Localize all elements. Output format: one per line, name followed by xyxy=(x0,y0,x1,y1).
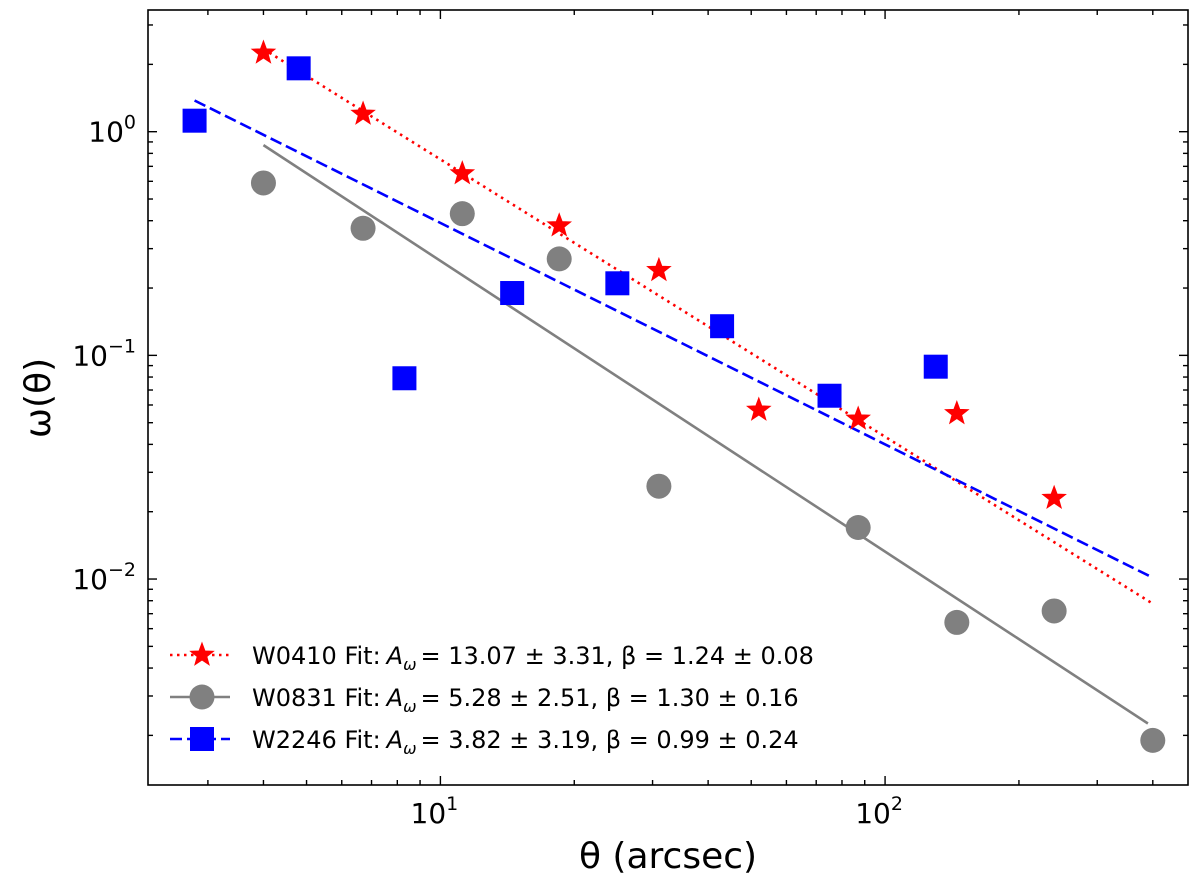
w0410-point xyxy=(746,396,772,421)
w0831-point xyxy=(350,215,376,241)
legend-omega-subscript: ω xyxy=(403,697,416,716)
legend-entry-w0410: W0410 Fit: Aω = 13.07 ± 3.31, β = 1.24 ± 0… xyxy=(252,642,814,674)
w0831-point xyxy=(1041,598,1067,624)
legend-label: W0410 Fit: xyxy=(252,642,381,670)
legend-marker-w0410 xyxy=(189,641,215,666)
w0831-point xyxy=(546,246,572,272)
w0831-points xyxy=(250,170,1166,753)
legend-fit-values: = 5.28 ± 2.51, β = 1.30 ± 0.16 xyxy=(421,684,799,712)
w0410-point xyxy=(845,405,871,430)
w0410-point xyxy=(646,256,672,282)
x-tick-exponent: 2 xyxy=(891,793,903,815)
plot-frame xyxy=(147,9,1189,786)
w0410-fit-line xyxy=(262,47,1154,605)
w0831-point xyxy=(944,609,970,635)
y-tick-exponent: −1 xyxy=(108,335,136,357)
w2246-point xyxy=(392,366,417,391)
legend-omega-subscript: ω xyxy=(403,739,416,758)
w0831-point xyxy=(1140,727,1166,753)
w2246-fit-line xyxy=(193,99,1154,579)
legend: W0410 Fit: Aω = 13.07 ± 3.31, β = 1.24 ± 0… xyxy=(170,641,814,758)
legend-omega-subscript: ω xyxy=(403,655,416,674)
legend-a-symbol: A xyxy=(385,684,403,712)
w0410-point xyxy=(1041,484,1067,510)
w0831-point xyxy=(845,514,871,540)
legend-marker-w0831 xyxy=(189,684,215,710)
w0410-points xyxy=(250,39,1067,510)
w0410-point xyxy=(944,399,970,425)
x-tick-base: 10 xyxy=(855,797,891,830)
legend-marker-w2246 xyxy=(190,727,214,751)
w0831-point xyxy=(449,201,475,227)
x-tick-label: 101 xyxy=(411,793,459,830)
x-tick-label: 102 xyxy=(855,793,903,830)
legend-entry-w2246: W2246 Fit: Aω = 3.82 ± 3.19, β = 0.99 ± 0.… xyxy=(252,726,799,758)
legend-label: W0831 Fit: xyxy=(252,684,381,712)
y-tick-base: 10 xyxy=(72,563,108,596)
plot-layer xyxy=(182,39,1166,753)
w0410-point xyxy=(350,100,376,125)
w2246-point xyxy=(286,56,311,81)
legend-a-symbol: A xyxy=(385,726,403,754)
y-axis-title: ω(θ) xyxy=(18,358,59,438)
w2246-point xyxy=(817,383,842,408)
y-tick-label: 10−2 xyxy=(72,559,136,596)
y-tick-exponent: −2 xyxy=(108,559,136,581)
w0831-point xyxy=(250,170,276,196)
y-tick-label: 100 xyxy=(88,112,136,149)
w2246-point xyxy=(710,314,735,339)
w0410-point xyxy=(546,212,572,237)
legend-fit-values: = 13.07 ± 3.31, β = 1.24 ± 0.08 xyxy=(421,642,814,670)
x-tick-exponent: 1 xyxy=(446,793,458,815)
legend-a-symbol: A xyxy=(385,642,403,670)
y-tick-base: 10 xyxy=(88,116,124,149)
legend-entry-w0831: W0831 Fit: Aω = 5.28 ± 2.51, β = 1.30 ± 0.… xyxy=(252,684,799,716)
w2246-points xyxy=(182,56,948,408)
y-tick-exponent: 0 xyxy=(124,112,136,134)
w0831-fit-line xyxy=(262,144,1149,725)
w2246-point xyxy=(923,354,948,379)
legend-label: W2246 Fit: xyxy=(252,726,381,754)
w0831-point xyxy=(646,473,672,499)
w0410-point xyxy=(250,39,277,64)
x-axis-title: θ (arcsec) xyxy=(579,836,757,877)
y-tick-base: 10 xyxy=(72,339,108,372)
legend-fit-values: = 3.82 ± 3.19, β = 0.99 ± 0.24 xyxy=(421,726,799,754)
x-tick-base: 10 xyxy=(411,797,447,830)
w2246-point xyxy=(500,281,525,306)
y-tick-label: 10−1 xyxy=(72,335,136,372)
w2246-point xyxy=(605,271,630,296)
w0410-point xyxy=(449,160,476,185)
w2246-point xyxy=(182,108,207,133)
